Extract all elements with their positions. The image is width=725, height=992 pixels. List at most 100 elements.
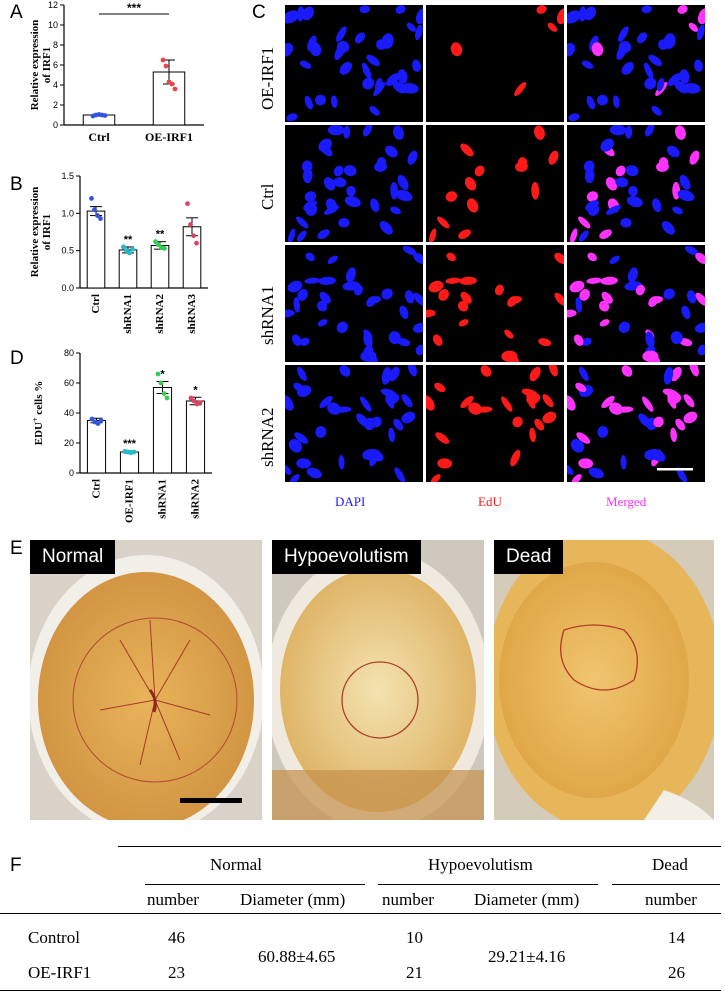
nucleus — [645, 331, 655, 348]
chart-d-point — [95, 421, 101, 426]
nucleus — [617, 406, 634, 413]
nucleus — [474, 165, 485, 177]
nucleus — [435, 432, 450, 444]
nucleus — [635, 284, 645, 296]
nucleus — [385, 393, 400, 405]
nucleus — [663, 366, 674, 385]
nucleus — [366, 54, 380, 67]
nucleus — [395, 189, 413, 202]
nucleus — [689, 150, 700, 165]
egg-image-normal: Normal — [30, 540, 262, 820]
nucleus — [672, 206, 683, 215]
nucleus — [323, 177, 336, 191]
nucleus — [339, 365, 351, 377]
nucleus — [361, 62, 372, 79]
nucleus — [627, 267, 638, 283]
micrograph-nuclei — [570, 125, 700, 242]
nucleus — [344, 196, 361, 208]
micrograph-shrna2-merged — [567, 365, 705, 482]
nucleus — [287, 280, 303, 293]
chart-b-point — [185, 201, 190, 207]
nucleus — [681, 305, 691, 320]
chart-a-point — [163, 63, 169, 69]
nucleus — [670, 366, 682, 382]
nucleus — [303, 200, 317, 211]
nucleus — [643, 62, 654, 79]
nucleus — [579, 289, 590, 301]
nucleus — [293, 382, 305, 393]
nucleus — [529, 427, 536, 443]
nucleus — [578, 6, 587, 22]
chart-d-bar — [119, 451, 140, 474]
nucleus — [504, 329, 514, 339]
chart-b-xtick-label: shRNA1 — [122, 294, 134, 334]
micrograph-nuclei — [567, 245, 705, 362]
egg-label-dead: Dead — [494, 540, 564, 574]
nucleus — [285, 10, 300, 24]
chart-b-bar — [150, 244, 170, 289]
nucleus — [407, 365, 417, 377]
table-header-rule — [0, 913, 721, 914]
chart-b-point — [130, 246, 135, 252]
micrograph-oe-irf1-edu — [426, 5, 564, 122]
micrograph-nuclei — [285, 5, 423, 122]
nucleus — [615, 165, 626, 177]
panel-letter-b: B — [10, 174, 23, 195]
nucleus — [547, 22, 558, 32]
nucleus — [663, 33, 676, 49]
nucleus — [625, 165, 639, 177]
micrograph-nuclei — [567, 5, 705, 122]
chart-a-point — [172, 86, 178, 92]
chart-d-bar — [86, 420, 107, 474]
chart-d-xtick-label: OE-IRF1 — [124, 479, 136, 523]
microscopy-grid — [285, 5, 715, 485]
nucleus — [666, 145, 680, 158]
nucleus — [656, 78, 665, 92]
nucleus — [359, 5, 371, 14]
nucleus — [429, 228, 437, 242]
row-label-oe-irf1: OE-IRF1 — [258, 46, 277, 110]
chart-b-point — [156, 242, 161, 248]
nucleus — [390, 206, 401, 215]
nucleus — [388, 427, 395, 443]
chart-d-svg: EDU+ cells % 0 20 40 60 80 Ctrl *** OE-IRF1 * shRN… — [31, 348, 212, 523]
nucleus — [395, 5, 406, 14]
nucleus — [586, 191, 599, 202]
nucleus — [415, 24, 423, 41]
nucleus — [404, 290, 415, 304]
nucleus — [407, 150, 418, 165]
panel-letter-a: A — [10, 2, 23, 23]
nucleus — [345, 267, 356, 283]
chart-b-ytick-label: 1.5 — [61, 171, 74, 181]
nucleus — [381, 366, 392, 385]
table-group-rule-dead — [612, 884, 720, 885]
nucleus — [644, 125, 655, 137]
nucleus — [460, 395, 474, 409]
nucleus — [534, 418, 545, 431]
nucleus — [437, 458, 453, 469]
chart-d-ylabel-sup: + — [31, 417, 40, 422]
nucleus — [318, 276, 336, 285]
nucleus — [679, 338, 693, 347]
row-label-shrna1: shRNA1 — [258, 285, 277, 345]
panel-letter-e: E — [10, 538, 23, 559]
nucleus — [570, 228, 578, 242]
nucleus — [288, 228, 296, 242]
nucleus — [406, 22, 417, 32]
nucleus — [548, 150, 559, 165]
chart-b-ylabel-line2: of IRF1 — [41, 214, 53, 250]
nucleus — [458, 300, 469, 312]
chart-d-xtick-label: shRNA1 — [157, 479, 169, 519]
table-bottom-rule — [0, 990, 721, 991]
nucleus — [374, 161, 387, 172]
nucleus — [601, 291, 613, 304]
nucleus — [514, 81, 527, 97]
nucleus — [605, 177, 618, 191]
nucleus — [299, 337, 310, 346]
nucleus — [285, 309, 295, 318]
chart-b-ylabel: Relative expression — [30, 187, 41, 278]
micrograph-nuclei — [285, 365, 417, 482]
chart-a: Relative expression of IRF1 0 2 4 6 8 10 12 Ctrl O… — [30, 0, 250, 170]
nucleus — [621, 61, 634, 75]
nucleus — [371, 416, 382, 428]
